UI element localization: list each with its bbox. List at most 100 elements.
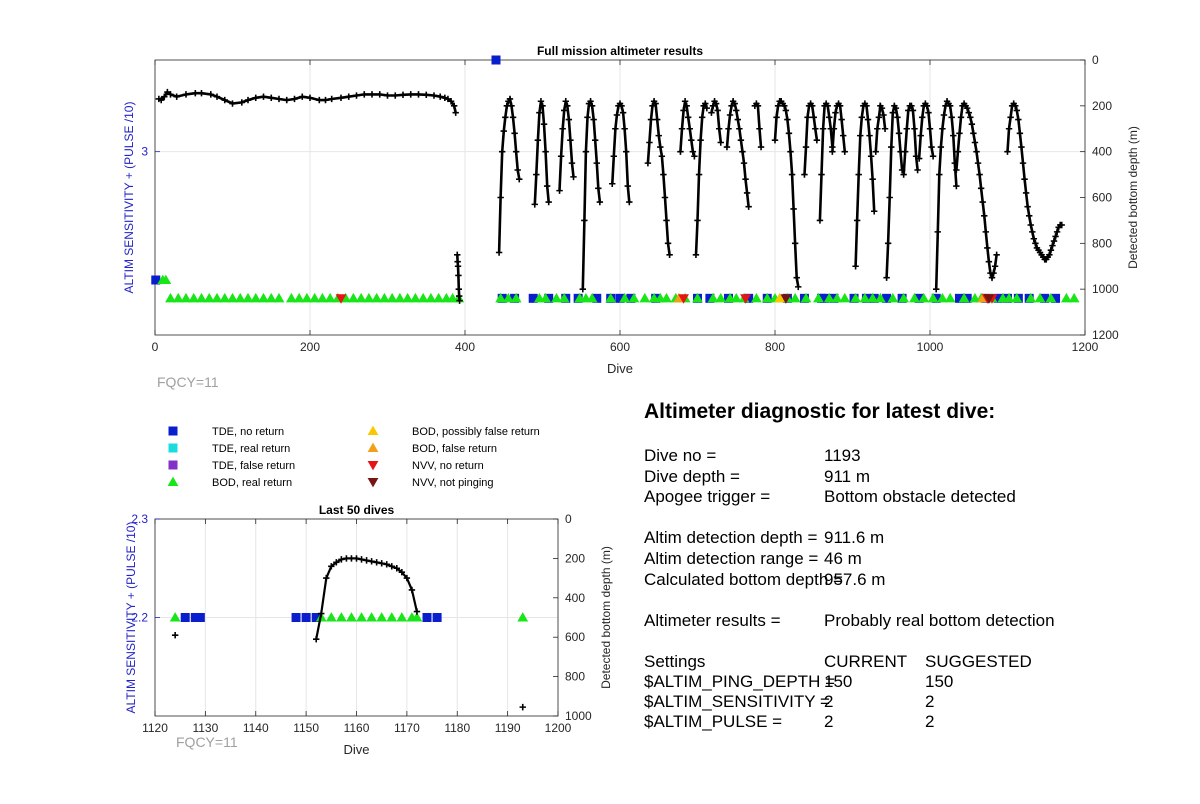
bod-real-return-marker	[800, 292, 812, 303]
bod-real-return-marker	[823, 292, 835, 303]
bod-real-return-marker	[813, 292, 824, 303]
bod-real-return-marker	[211, 292, 223, 303]
depth-point	[934, 228, 941, 236]
depth-point	[328, 95, 335, 103]
depth-point	[198, 90, 205, 97]
depth-point	[773, 114, 780, 121]
depth-point	[623, 148, 630, 155]
bod-real-return-marker	[850, 292, 861, 303]
depth-point	[974, 159, 982, 167]
depth-point	[981, 212, 988, 220]
bod-real-return-marker	[376, 612, 388, 622]
tde-no-return-marker	[744, 293, 754, 303]
bod-real-return-marker	[586, 292, 598, 303]
depth-point	[361, 91, 368, 98]
depth-point	[867, 153, 875, 160]
bod-real-return-marker	[363, 292, 375, 303]
depth-point	[652, 100, 659, 107]
nvv-not-pinging-marker	[780, 294, 792, 304]
depth-point	[953, 182, 960, 190]
bod-possibly-false-marker	[774, 292, 786, 303]
depth-line	[694, 100, 709, 255]
depth-point	[739, 148, 746, 155]
x-tick-label: 1000	[917, 340, 944, 354]
depth-point	[894, 114, 901, 121]
bod-real-return-marker	[495, 292, 507, 303]
tde-no-return-marker	[190, 613, 200, 622]
tde-no-return-marker	[993, 293, 1003, 303]
depth-point	[686, 125, 693, 132]
depth-point	[973, 148, 980, 155]
depth-point	[299, 93, 306, 100]
depth-point	[979, 198, 986, 206]
depth-point	[793, 274, 800, 281]
depth-point	[883, 274, 890, 281]
depth-point	[619, 109, 627, 116]
calculated-bottom-depth-label: Calculated bottom depth =	[644, 570, 843, 589]
depth-point	[173, 93, 180, 100]
bod-real-return-marker	[227, 292, 238, 303]
depth-point	[878, 104, 886, 112]
depth-point	[743, 189, 751, 197]
depth-point	[238, 99, 245, 106]
legend-marker	[168, 460, 178, 470]
diagnostic-title: Altimeter diagnostic for latest dive:	[644, 400, 996, 423]
depth-point	[781, 102, 788, 110]
bod-real-return-marker	[348, 292, 359, 303]
depth-point	[562, 98, 569, 105]
depth-point	[337, 94, 345, 102]
nvv-not-pinging-marker	[983, 294, 995, 304]
bod-real-return-marker	[715, 292, 727, 303]
depth-point	[328, 563, 335, 570]
bod-real-return-marker	[234, 292, 246, 303]
depth-point	[745, 203, 752, 210]
legend-label: TDE, no return	[212, 426, 284, 438]
depth-line	[818, 101, 834, 221]
depth-point	[869, 175, 876, 183]
depth-point	[646, 139, 653, 146]
tde-no-return-marker	[829, 293, 839, 303]
depth-point	[533, 171, 540, 178]
depth-point	[1004, 148, 1011, 155]
depth-point	[654, 116, 661, 123]
tde-no-return-marker	[291, 613, 301, 622]
y-right-tick-label: 400	[1092, 145, 1112, 159]
bod-real-return-marker	[1034, 292, 1046, 303]
bod-real-return-marker	[265, 292, 277, 303]
legend-label: NVV, no return	[412, 460, 484, 472]
depth-point	[1022, 189, 1030, 197]
x-tick-label: 1180	[444, 721, 470, 735]
depth-point	[689, 148, 697, 155]
depth-point	[393, 565, 400, 572]
bod-real-return-marker	[386, 292, 398, 303]
bod-real-return-marker	[789, 292, 801, 303]
legend-marker	[367, 460, 379, 471]
depth-point	[455, 272, 462, 279]
bod-real-return-marker	[707, 292, 719, 303]
bod-real-return-marker	[751, 292, 762, 303]
depth-line	[803, 101, 819, 175]
tde-no-return-marker	[301, 613, 311, 622]
depth-point	[863, 102, 870, 110]
tde-no-return-marker	[820, 293, 830, 303]
y-right-tick-label: 400	[565, 591, 585, 605]
bod-real-return-marker	[172, 292, 184, 303]
depth-point	[809, 102, 816, 110]
legend-marker	[168, 426, 178, 436]
altim-detection-range-label: Altim detection range =	[644, 549, 819, 568]
y-right-axis-label: Detected bottom depth (m)	[599, 546, 613, 689]
depth-point	[919, 114, 926, 121]
depth-point	[537, 98, 545, 105]
legend-label: BOD, possibly false return	[412, 426, 540, 438]
bod-real-return-marker	[1011, 292, 1023, 303]
bod-real-return-marker	[188, 292, 200, 303]
bod-real-return-marker	[692, 292, 703, 303]
x-tick-label: 1160	[344, 721, 370, 735]
legend-label: BOD, real return	[212, 477, 292, 489]
depth-point	[447, 98, 455, 105]
depth-point	[990, 269, 997, 277]
bod-real-return-marker	[517, 612, 529, 622]
depth-point	[957, 114, 965, 121]
tde-no-return-marker	[491, 55, 501, 65]
full-mission-chart: 0 200 400 600 800 1000 1200 3 0 200 400 600 800 1000 1…	[122, 44, 1140, 390]
